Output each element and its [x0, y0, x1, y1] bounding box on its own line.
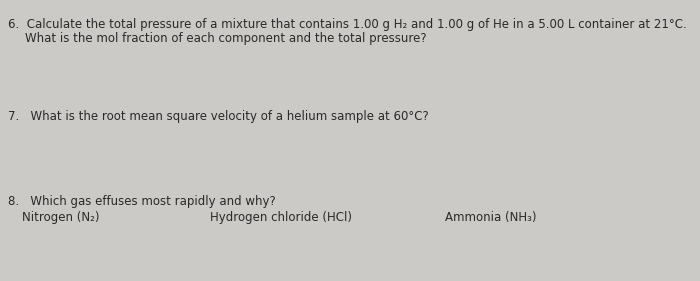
- Text: 8.   Which gas effuses most rapidly and why?: 8. Which gas effuses most rapidly and wh…: [8, 195, 276, 208]
- Text: Hydrogen chloride (HCl): Hydrogen chloride (HCl): [210, 211, 352, 224]
- Text: Ammonia (NH₃): Ammonia (NH₃): [445, 211, 536, 224]
- Text: 7.   What is the root mean square velocity of a helium sample at 60°C?: 7. What is the root mean square velocity…: [8, 110, 428, 123]
- Text: Nitrogen (N₂): Nitrogen (N₂): [22, 211, 99, 224]
- Text: 6.  Calculate the total pressure of a mixture that contains 1.00 g H₂ and 1.00 g: 6. Calculate the total pressure of a mix…: [8, 18, 687, 31]
- Text: What is the mol fraction of each component and the total pressure?: What is the mol fraction of each compone…: [25, 32, 426, 45]
